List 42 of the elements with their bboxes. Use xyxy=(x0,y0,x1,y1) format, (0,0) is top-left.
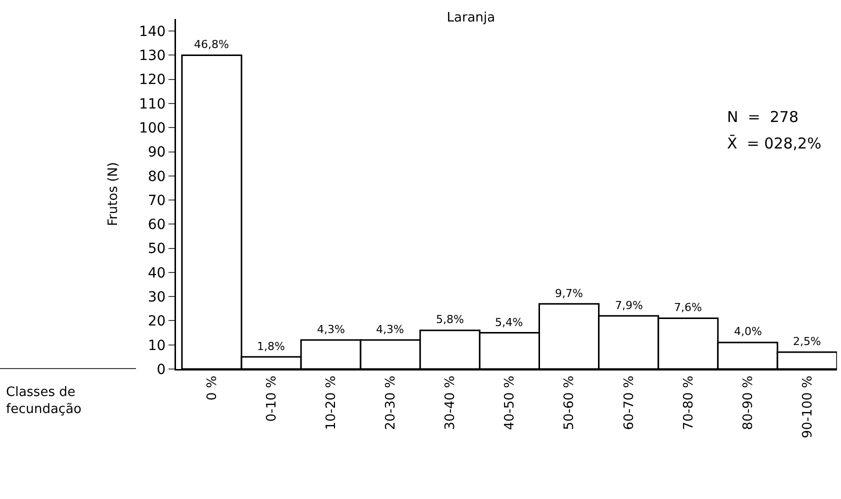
y-tick-label: 120 xyxy=(138,72,166,88)
annotation: X̄ = 028,2% xyxy=(727,134,822,153)
annotation: 4,3% xyxy=(376,323,404,336)
x-tick-label: 80-90 % xyxy=(740,376,756,430)
annotation: 1,8% xyxy=(257,340,285,353)
annotation: 5,8% xyxy=(436,313,464,326)
x-tick-label: 30-40 % xyxy=(443,376,458,430)
y-tick-label: 60 xyxy=(148,217,166,234)
x-tick-label: 40-50 % xyxy=(502,376,518,430)
annotation: N = 278 xyxy=(727,108,798,126)
x-tick-label: 10-20 % xyxy=(324,376,340,430)
x-tick-label: 70-80 % xyxy=(681,376,696,430)
y-tick-label: 110 xyxy=(138,96,166,112)
x-tick-label: 60-70 % xyxy=(622,376,637,430)
y-tick-label: 140 xyxy=(138,24,166,40)
y-tick-label: 10 xyxy=(148,338,166,354)
annotation: 4,0% xyxy=(734,325,762,338)
y-tick-label: 100 xyxy=(138,120,166,137)
annotation: 5,4% xyxy=(495,316,523,329)
x-tick-label: 0 % xyxy=(204,376,220,400)
y-axis-title: Frutos (N) xyxy=(106,162,122,226)
chart-title: Laranja xyxy=(446,10,496,26)
y-tick-label: 130 xyxy=(138,48,166,64)
annotation: 7,6% xyxy=(674,301,702,314)
annotation: 9,7% xyxy=(555,287,583,300)
x-axis-title: Classes de fecundação xyxy=(6,385,82,417)
y-tick-label: 80 xyxy=(148,168,166,185)
annotation: 2,5% xyxy=(793,335,821,348)
y-tick-label: 0 xyxy=(156,362,166,378)
y-tick-label: 90 xyxy=(148,144,166,161)
x-tick-label: 20-30 % xyxy=(384,376,399,430)
y-tick-label: 20 xyxy=(148,314,166,330)
y-tick-label: 50 xyxy=(148,241,166,258)
y-tick-label: 30 xyxy=(148,289,166,306)
x-tick-label: 50-60 % xyxy=(562,376,578,430)
annotation: 7,9% xyxy=(615,299,643,312)
x-tick-label: 0-10 % xyxy=(264,376,280,422)
x-tick-label: 90-100 % xyxy=(800,376,816,438)
annotation: 46,8% xyxy=(194,38,229,51)
annotation: 4,3% xyxy=(317,323,345,336)
y-tick-label: 70 xyxy=(148,192,166,209)
y-tick-label: 40 xyxy=(148,265,166,282)
